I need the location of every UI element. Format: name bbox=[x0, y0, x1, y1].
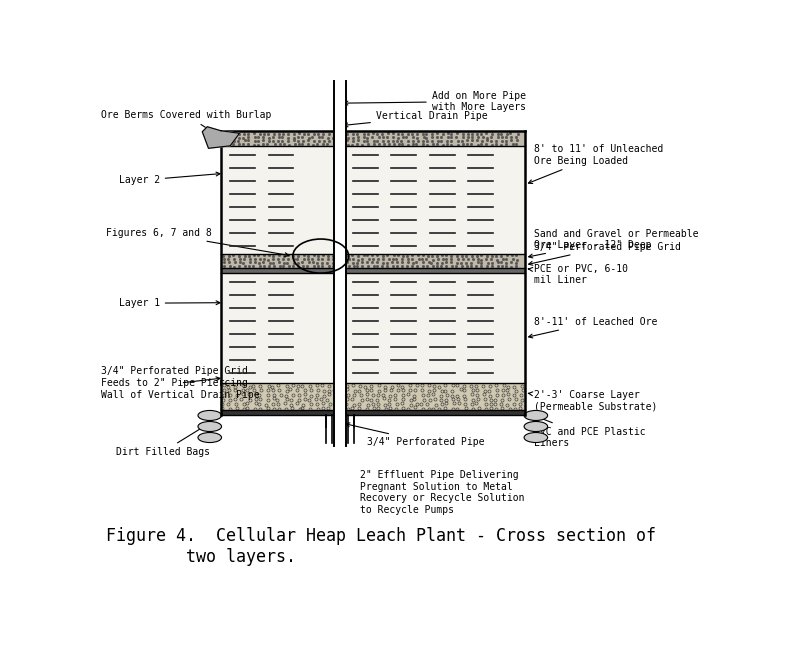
Text: 3/4" Perforated Pipe Grid
Feeds to 2" Pipe Piercing
Wall of Vertical Drain Pipe: 3/4" Perforated Pipe Grid Feeds to 2" Pi… bbox=[102, 367, 260, 400]
Bar bbox=[221, 253, 525, 268]
Text: Layer 1: Layer 1 bbox=[118, 298, 220, 308]
Bar bbox=[221, 411, 525, 415]
Text: Add on More Pipe
with More Layers: Add on More Pipe with More Layers bbox=[344, 90, 526, 112]
Polygon shape bbox=[202, 127, 239, 148]
Text: Ore Berms Covered with Burlap: Ore Berms Covered with Burlap bbox=[102, 110, 272, 131]
Text: Figures 6, 7 and 8: Figures 6, 7 and 8 bbox=[106, 228, 289, 256]
Bar bbox=[221, 268, 525, 273]
Bar bbox=[334, 81, 346, 456]
Text: Sand and Gravel or Permeable
Ore Layer - 12" Deep: Sand and Gravel or Permeable Ore Layer -… bbox=[529, 229, 698, 258]
Text: 2" Effluent Pipe Delivering
Pregnant Solution to Metal
Recovery or Recycle Solut: 2" Effluent Pipe Delivering Pregnant Sol… bbox=[360, 470, 525, 515]
Bar bbox=[221, 131, 525, 146]
Text: PVC and PCE Plastic
Liners: PVC and PCE Plastic Liners bbox=[529, 413, 646, 448]
Bar bbox=[221, 146, 525, 254]
Text: 8'-11' of Leached Ore: 8'-11' of Leached Ore bbox=[529, 317, 658, 338]
Text: Figure 4.  Cellular Heap Leach Plant - Cross section of
        two layers.: Figure 4. Cellular Heap Leach Plant - Cr… bbox=[106, 527, 656, 566]
Text: 2'-3' Coarse Layer
(Permeable Substrate): 2'-3' Coarse Layer (Permeable Substrate) bbox=[528, 390, 658, 411]
Text: 3/4" Perforated Pipe Grid: 3/4" Perforated Pipe Grid bbox=[529, 242, 681, 265]
Ellipse shape bbox=[198, 411, 222, 421]
Text: Layer 2: Layer 2 bbox=[118, 172, 220, 186]
Text: Dirt Filled Bags: Dirt Filled Bags bbox=[115, 425, 210, 457]
Bar bbox=[221, 383, 525, 411]
Ellipse shape bbox=[524, 421, 548, 432]
Ellipse shape bbox=[198, 432, 222, 443]
Ellipse shape bbox=[198, 421, 222, 432]
Ellipse shape bbox=[524, 411, 548, 421]
Text: PCE or PVC, 6-10
mil Liner: PCE or PVC, 6-10 mil Liner bbox=[528, 264, 628, 285]
Text: Vertical Drain Pipe: Vertical Drain Pipe bbox=[344, 111, 487, 127]
Text: 3/4" Perforated Pipe: 3/4" Perforated Pipe bbox=[346, 423, 484, 447]
Bar bbox=[221, 273, 525, 383]
Text: 8' to 11' of Unleached
Ore Being Loaded: 8' to 11' of Unleached Ore Being Loaded bbox=[529, 145, 663, 184]
Ellipse shape bbox=[524, 432, 548, 443]
